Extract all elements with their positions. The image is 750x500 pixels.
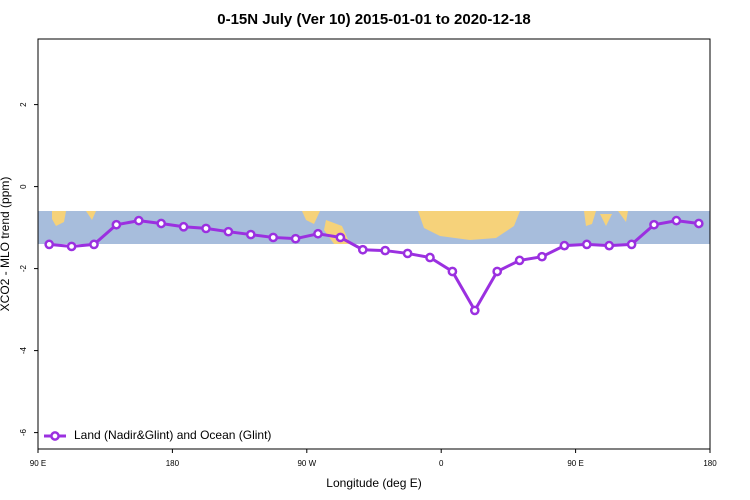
point <box>268 232 279 243</box>
y-axis-title: XCO2 - MLO trend (ppm) <box>0 177 12 312</box>
legend-label: Land (Nadir&Glint) and Ocean (Glint) <box>74 428 271 442</box>
point <box>380 245 391 256</box>
point <box>469 305 480 316</box>
point <box>425 252 435 263</box>
point <box>89 239 99 250</box>
x-tick-label: 90 E <box>567 459 583 468</box>
x-axis-title: Longitude (deg E) <box>326 476 421 490</box>
land <box>618 211 628 222</box>
point <box>335 232 346 243</box>
point <box>245 229 256 240</box>
point <box>693 218 704 229</box>
point <box>290 233 301 244</box>
point <box>313 228 323 239</box>
point <box>223 226 234 237</box>
point <box>649 219 659 230</box>
point <box>201 223 211 234</box>
land <box>52 211 66 226</box>
x-tick-label: 0 <box>439 459 444 468</box>
point <box>402 248 413 259</box>
point <box>537 251 547 262</box>
point <box>626 239 637 250</box>
chart-title: 0-15N July (Ver 10) 2015-01-01 to 2020-1… <box>217 11 531 28</box>
point <box>581 239 592 250</box>
y-tick-label: -6 <box>19 428 28 436</box>
point <box>44 239 55 250</box>
y-tick-label: -2 <box>19 264 28 272</box>
x-tick-label: 180 <box>703 459 717 468</box>
point <box>671 215 682 226</box>
y-tick-label: -4 <box>19 346 28 354</box>
point <box>66 241 77 252</box>
legend-marker <box>50 431 60 441</box>
point <box>133 215 144 226</box>
y-tick-label: 2 <box>19 102 28 107</box>
land <box>600 214 612 226</box>
point <box>156 218 167 229</box>
point <box>514 255 525 266</box>
point <box>492 266 503 277</box>
x-tick-label: 180 <box>166 459 180 468</box>
land <box>86 211 96 220</box>
point <box>447 266 458 277</box>
land <box>302 211 320 224</box>
plot-frame <box>37 38 711 450</box>
y-tick-label: 0 <box>19 184 28 189</box>
point <box>604 240 615 251</box>
x-tick-label: 90 E <box>30 459 46 468</box>
land <box>584 211 596 226</box>
map-band <box>38 211 710 244</box>
point <box>357 244 368 255</box>
land <box>418 211 520 240</box>
ocean-band <box>38 211 710 244</box>
point <box>111 219 122 230</box>
x-tick-label: 90 W <box>297 459 316 468</box>
point <box>559 240 570 251</box>
point <box>178 221 189 232</box>
